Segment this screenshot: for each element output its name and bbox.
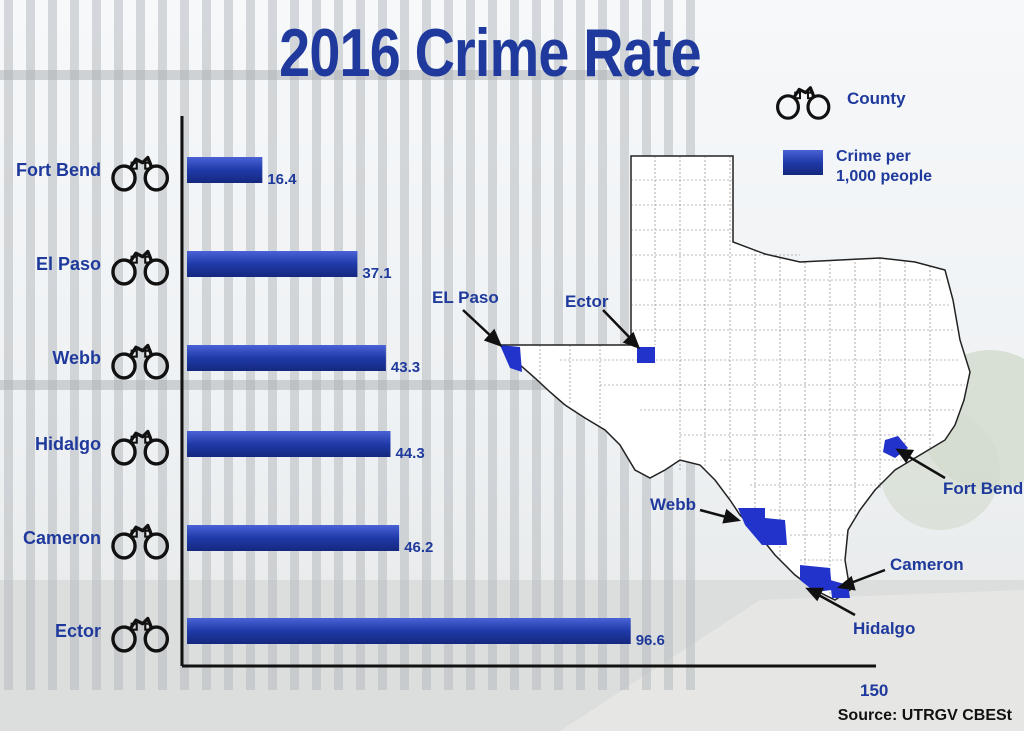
x-axis-max-label: 150: [860, 681, 888, 700]
callout-fort-bend: Fort Bend: [943, 479, 1023, 498]
category-label-fort-bend: Fort Bend: [16, 160, 101, 180]
category-label-cameron: Cameron: [23, 528, 101, 548]
legend-label-crime-line2: 1,000 people: [836, 168, 932, 185]
value-label-hidalgo: 44.3: [395, 445, 424, 462]
bar-webb: [187, 345, 386, 371]
bar-cameron: [187, 525, 400, 551]
texas-map: [462, 155, 971, 617]
value-label-fort-bend: 16.4: [267, 171, 297, 188]
callout-cameron: Cameron: [890, 555, 964, 574]
chart-title: 2016 Crime Rate: [279, 15, 701, 91]
callout-el-paso: EL Paso: [432, 288, 499, 307]
bar-ector: [187, 618, 631, 644]
legend: County Crime per 1,000 people: [775, 86, 932, 185]
callout-webb: Webb: [650, 495, 696, 514]
legend-label-crime-line1: Crime per: [836, 148, 911, 165]
callout-hidalgo: Hidalgo: [853, 619, 915, 638]
callout-ector: Ector: [565, 292, 609, 311]
blue-bar-swatch: [783, 150, 823, 175]
value-label-ector: 96.6: [636, 632, 665, 649]
category-label-hidalgo: Hidalgo: [35, 434, 101, 454]
value-label-el-paso: 37.1: [362, 265, 391, 282]
source-note: Source: UTRGV CBESt: [837, 707, 1012, 724]
category-label-ector: Ector: [55, 621, 101, 641]
category-label-el-paso: El Paso: [36, 254, 101, 274]
category-label-webb: Webb: [52, 348, 101, 368]
value-label-webb: 43.3: [391, 359, 420, 376]
value-label-cameron: 46.2: [404, 539, 433, 556]
legend-label-county: County: [847, 89, 906, 108]
bar-hidalgo: [187, 431, 391, 457]
bar-el-paso: [187, 251, 358, 277]
bar-fort-bend: [187, 157, 263, 183]
